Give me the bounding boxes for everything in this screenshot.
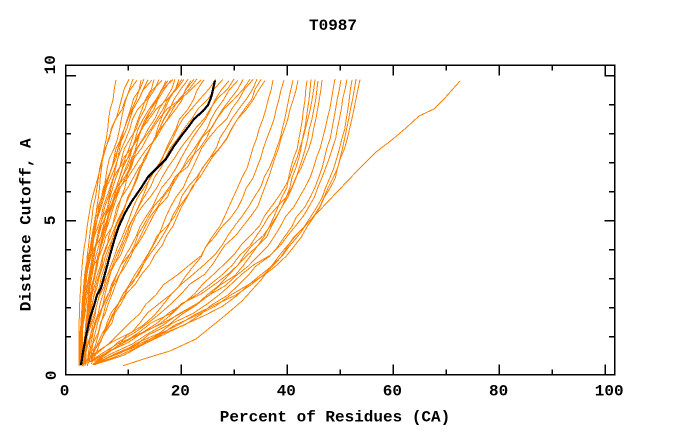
svg-text:Percent of Residues (CA): Percent of Residues (CA): [220, 408, 450, 426]
svg-text:20: 20: [171, 382, 190, 400]
svg-text:10: 10: [42, 55, 60, 74]
svg-text:5: 5: [42, 215, 60, 225]
svg-text:100: 100: [595, 382, 624, 400]
svg-text:0: 0: [43, 370, 61, 380]
svg-text:40: 40: [277, 382, 296, 400]
svg-text:80: 80: [489, 382, 508, 400]
svg-text:0: 0: [60, 382, 70, 400]
svg-text:60: 60: [383, 382, 402, 400]
svg-text:T0987: T0987: [309, 17, 357, 35]
svg-text:Distance Cutoff, A: Distance Cutoff, A: [18, 138, 36, 311]
